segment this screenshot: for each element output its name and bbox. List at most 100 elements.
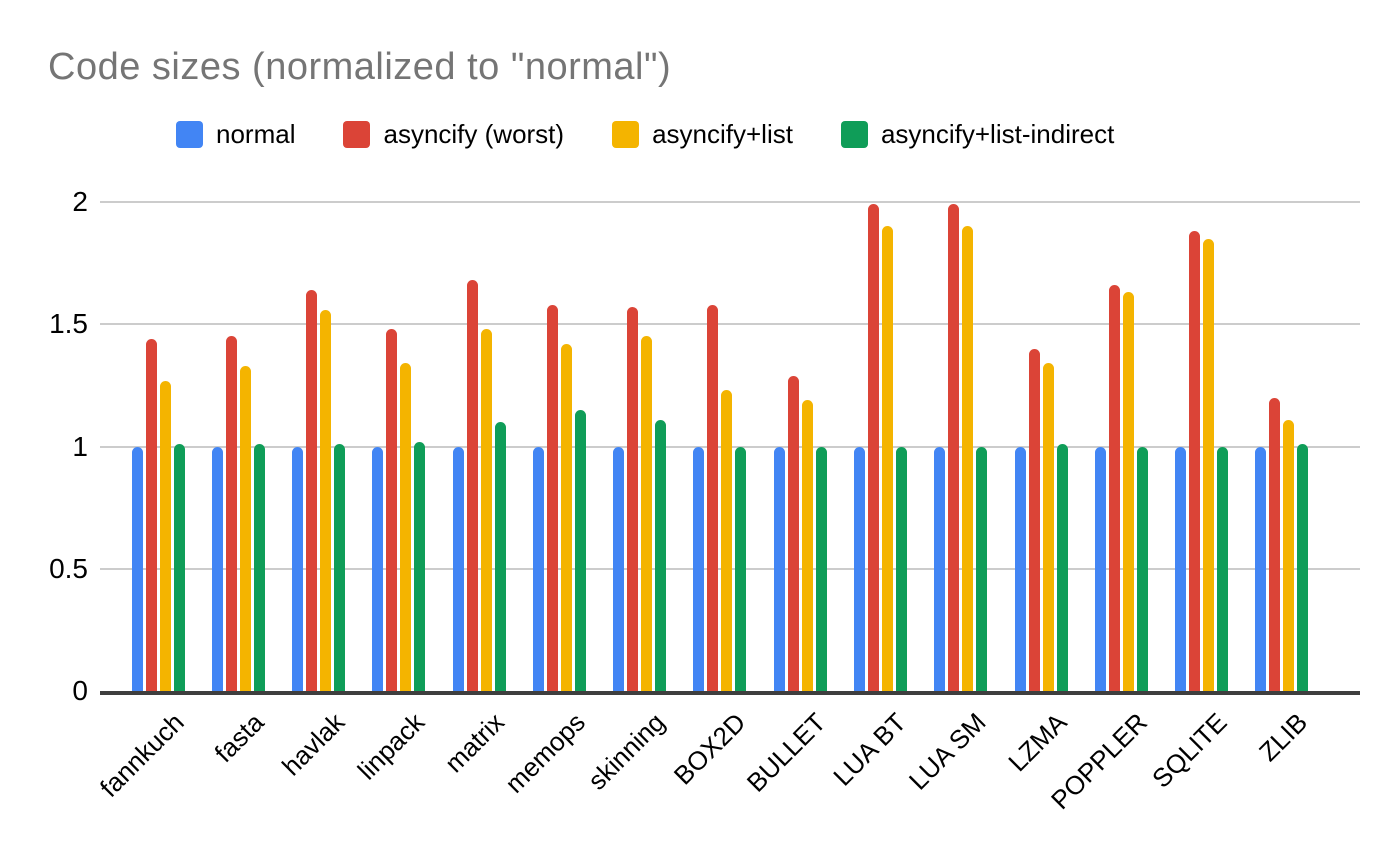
bar xyxy=(735,446,747,691)
chart-legend: normal asyncify (worst) asyncify+list async… xyxy=(176,119,1114,150)
bar xyxy=(976,446,988,691)
bar xyxy=(466,280,478,691)
legend-item-label: asyncify+list-indirect xyxy=(880,119,1115,149)
bar-group: BULLET xyxy=(741,202,840,798)
x-axis-category-label: fasta xyxy=(208,707,270,769)
y-axis-tick-label: 1.5 xyxy=(49,308,88,340)
bar xyxy=(655,419,667,691)
bar-group: matrix xyxy=(439,202,519,778)
bar xyxy=(480,329,492,691)
legend-swatch xyxy=(840,121,868,148)
bar xyxy=(173,444,185,691)
bar xyxy=(1056,444,1068,691)
bar xyxy=(452,446,464,691)
x-axis-category-label: LZMA xyxy=(1002,707,1073,778)
bar-group: POPPLER xyxy=(1044,202,1161,815)
x-axis-category-label: LUA BT xyxy=(827,707,912,792)
bar xyxy=(896,446,908,691)
bar xyxy=(1189,231,1201,691)
bar xyxy=(1297,444,1309,691)
legend-item: asyncify+list xyxy=(612,119,793,150)
x-axis-category-label: SQLITE xyxy=(1146,707,1233,794)
bar-group: memops xyxy=(499,202,599,799)
bar xyxy=(159,380,171,691)
bar-group: LUA BT xyxy=(827,202,920,792)
bar xyxy=(1269,397,1281,691)
x-axis-category-label: BULLET xyxy=(740,707,832,798)
bar xyxy=(707,304,719,691)
bar xyxy=(693,446,705,691)
bar xyxy=(1217,446,1229,691)
bar-group: skinning xyxy=(582,202,680,796)
bar xyxy=(773,446,785,691)
x-axis-category-label: fannkuch xyxy=(93,707,190,803)
bar xyxy=(560,343,572,691)
bar-group: linpack xyxy=(352,202,439,785)
gridline xyxy=(100,323,1360,326)
bar xyxy=(1255,446,1267,691)
bar xyxy=(306,290,318,691)
bar xyxy=(372,446,384,691)
bar xyxy=(414,441,426,691)
bar-group: fasta xyxy=(198,202,278,768)
x-axis-category-label: skinning xyxy=(582,707,671,796)
bar xyxy=(292,446,304,691)
bar-group: BOX2D xyxy=(668,202,760,791)
bar xyxy=(815,446,827,691)
legend-swatch xyxy=(343,121,371,148)
bar-group: havlak xyxy=(276,202,359,781)
y-axis-tick-label: 0 xyxy=(72,675,88,706)
bar-groups: fannkuch fasta havlak linpack matrix memops sk… xyxy=(94,202,1322,815)
bar xyxy=(1203,238,1215,691)
bar xyxy=(145,338,157,691)
legend-swatch xyxy=(176,121,203,148)
bar xyxy=(400,363,412,691)
bar xyxy=(948,204,960,691)
bar xyxy=(882,226,894,691)
x-axis-category-label: ZLIB xyxy=(1253,707,1314,768)
bar xyxy=(1122,292,1134,691)
x-axis-category-label: BOX2D xyxy=(667,707,752,791)
legend-item-label: asyncify (worst) xyxy=(383,119,565,149)
bar xyxy=(494,422,506,691)
y-axis-tick-label: 1 xyxy=(72,430,88,462)
bar xyxy=(334,444,346,691)
x-axis-line xyxy=(100,691,1360,695)
bar xyxy=(613,446,625,691)
bar xyxy=(627,307,639,691)
gridline xyxy=(100,201,1360,203)
bar xyxy=(1014,446,1026,691)
bar xyxy=(721,390,733,691)
bar xyxy=(962,226,974,691)
chart-title: Code sizes (normalized to "normal") xyxy=(48,46,672,88)
bar xyxy=(211,446,223,691)
bar xyxy=(801,400,813,691)
bar xyxy=(1175,446,1187,691)
bar xyxy=(1042,363,1054,691)
bar-group: LZMA xyxy=(1001,202,1081,777)
x-axis-category-label: LUA SM xyxy=(903,707,993,796)
bar xyxy=(1136,446,1148,691)
x-axis-category-label: memops xyxy=(498,707,591,799)
legend-item: asyncify (worst) xyxy=(343,119,564,150)
bar xyxy=(131,446,143,691)
legend-item-label: asyncify+list xyxy=(652,119,793,149)
bar xyxy=(239,365,251,691)
bar-group: fannkuch xyxy=(94,202,198,803)
bar xyxy=(532,446,544,691)
y-axis-tick-label: 2 xyxy=(72,186,88,217)
bar xyxy=(546,304,558,691)
legend-item: asyncify+list-indirect xyxy=(840,119,1115,150)
bar xyxy=(1094,446,1106,691)
bar xyxy=(934,446,946,691)
bar-group: SQLITE xyxy=(1146,202,1241,794)
bar xyxy=(1108,285,1120,691)
bar xyxy=(1028,348,1040,691)
bar xyxy=(868,204,880,691)
legend-item: normal xyxy=(176,119,295,150)
bar xyxy=(787,375,799,691)
x-axis-category-label: linpack xyxy=(351,707,431,786)
plot-area: fannkuch fasta havlak linpack matrix memops sk… xyxy=(94,201,1360,815)
legend-item-label: normal xyxy=(216,119,296,149)
